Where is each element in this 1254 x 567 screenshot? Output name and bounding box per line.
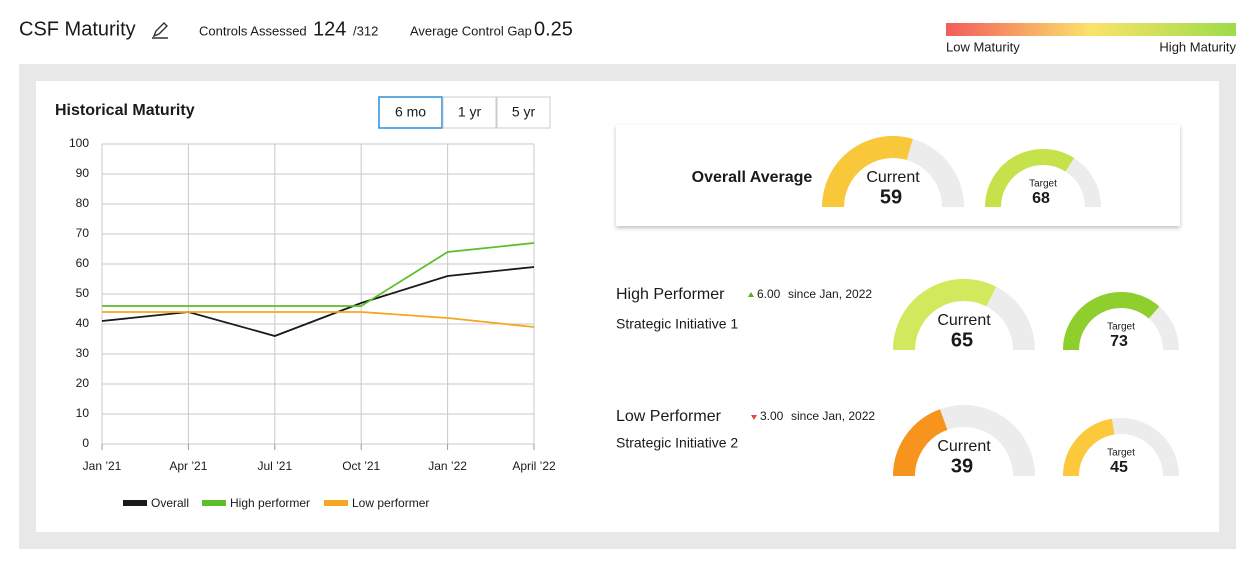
series-line bbox=[101, 266, 535, 337]
trend-arrow bbox=[751, 415, 757, 420]
legend-swatch bbox=[324, 500, 348, 506]
y-tick-label: 100 bbox=[69, 136, 89, 150]
gauge-current-label: Current bbox=[937, 312, 991, 329]
change-since: since Jan, 2022 bbox=[788, 287, 872, 301]
legend-label: High performer bbox=[230, 496, 310, 510]
gauge-fill bbox=[893, 409, 948, 477]
gauge-target-label: Target bbox=[1107, 448, 1135, 459]
y-tick-label: 30 bbox=[76, 346, 90, 360]
gauge-target-value: 68 bbox=[1032, 190, 1050, 207]
legend-swatch bbox=[123, 500, 147, 506]
x-tick-label: Jul ’21 bbox=[257, 459, 292, 473]
x-tick-label: Oct ’21 bbox=[342, 459, 380, 473]
legend-swatch bbox=[202, 500, 226, 506]
y-tick-label: 20 bbox=[76, 376, 90, 390]
change-value: 3.00 bbox=[760, 409, 784, 423]
gauge-target-value: 73 bbox=[1110, 333, 1128, 350]
trend-arrow bbox=[748, 292, 754, 297]
gauge-current-label: Current bbox=[866, 169, 920, 186]
range-tab[interactable] bbox=[378, 96, 443, 129]
gauge-fill bbox=[893, 279, 997, 351]
gauge-current-value: 65 bbox=[951, 329, 973, 351]
y-tick-label: 50 bbox=[76, 286, 90, 300]
x-tick-label: April ’22 bbox=[512, 459, 556, 473]
controls-label: Controls Assessed bbox=[199, 23, 307, 38]
y-tick-label: 70 bbox=[76, 226, 90, 240]
gauge-current-label: Current bbox=[937, 438, 991, 455]
range-tab-label[interactable]: 6 mo bbox=[395, 104, 426, 120]
scale-high: High Maturity bbox=[1159, 39, 1236, 54]
controls-value: 124 bbox=[313, 18, 346, 40]
y-tick-label: 10 bbox=[76, 406, 90, 420]
range-tab[interactable] bbox=[496, 96, 551, 129]
gap-label: Average Control Gap bbox=[410, 23, 532, 38]
y-tick-label: 0 bbox=[82, 436, 89, 450]
gauge-current-value: 59 bbox=[880, 186, 902, 208]
legend-label: Overall bbox=[151, 496, 189, 510]
panel-subtitle: Strategic Initiative 1 bbox=[616, 316, 738, 332]
x-tick-label: Jan ’22 bbox=[428, 459, 467, 473]
page-title: CSF Maturity bbox=[19, 18, 136, 40]
gauge-fill bbox=[822, 136, 913, 208]
gauge-fill bbox=[1063, 292, 1160, 351]
legend-label: Low performer bbox=[352, 496, 429, 510]
y-tick-label: 60 bbox=[76, 256, 90, 270]
gauge-fill bbox=[1063, 418, 1115, 477]
series-line bbox=[102, 242, 535, 307]
x-tick-label: Apr ’21 bbox=[169, 459, 207, 473]
y-tick-label: 40 bbox=[76, 316, 90, 330]
change-value: 6.00 bbox=[757, 287, 781, 301]
gauge-target-value: 45 bbox=[1110, 459, 1128, 476]
scale-low: Low Maturity bbox=[946, 39, 1020, 54]
panel-subtitle: Strategic Initiative 2 bbox=[616, 435, 738, 451]
panel-title: High Performer bbox=[616, 286, 725, 303]
edit-icon[interactable] bbox=[152, 22, 168, 39]
chart-title: Historical Maturity bbox=[55, 102, 195, 119]
series-line bbox=[102, 311, 535, 328]
gauge-target-label: Target bbox=[1107, 322, 1135, 333]
maturity-scale bbox=[946, 23, 1236, 36]
change-since: since Jan, 2022 bbox=[791, 409, 875, 423]
range-tab-label[interactable]: 1 yr bbox=[458, 104, 482, 120]
panel-title: Low Performer bbox=[616, 408, 722, 425]
gauge-current-value: 39 bbox=[951, 455, 973, 477]
gauge-target-label: Target bbox=[1029, 179, 1057, 190]
range-tab[interactable] bbox=[442, 96, 497, 129]
controls-total: /312 bbox=[353, 23, 378, 38]
y-tick-label: 90 bbox=[76, 166, 90, 180]
range-tab-label[interactable]: 5 yr bbox=[512, 104, 536, 120]
panel-title: Overall Average bbox=[692, 169, 813, 186]
y-tick-label: 80 bbox=[76, 196, 90, 210]
x-tick-label: Jan ’21 bbox=[83, 459, 122, 473]
gap-value: 0.25 bbox=[534, 18, 573, 40]
gauge-fill bbox=[985, 149, 1075, 208]
